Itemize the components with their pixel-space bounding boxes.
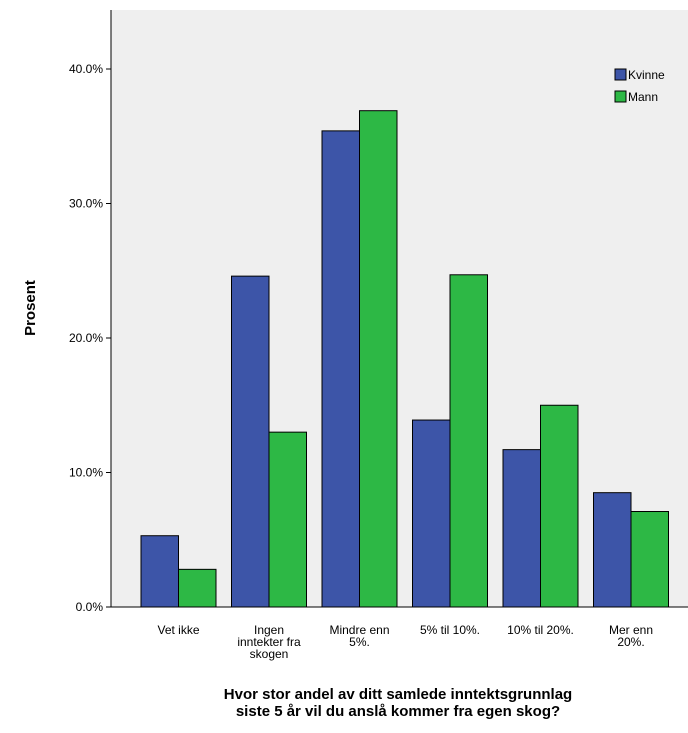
bar-kvinne-3	[412, 419, 451, 608]
x-categories-group: Vet ikke Ingen inntekter fra skogen Mindre e…	[157, 623, 653, 661]
x-category-label: 10% til 20%.	[507, 623, 574, 637]
legend-swatch-kvinne	[614, 68, 627, 81]
y-tick-label: 20.0%	[69, 331, 103, 345]
x-axis-label-line-1: Hvor stor andel av ditt samlede inntekts…	[224, 686, 572, 703]
bar-kvinne-2	[321, 130, 360, 608]
x-category-label: 5% til 10%.	[420, 623, 480, 637]
bar-kvinne-4	[502, 449, 541, 608]
x-category-label: Ingen inntekter fra skogen	[237, 623, 301, 661]
y-tick-label: 0.0%	[76, 600, 104, 614]
legend-swatch-mann	[614, 90, 627, 103]
y-tick-label: 30.0%	[69, 197, 103, 211]
legend: Kvinne Mann	[614, 68, 665, 104]
bar-kvinne-5	[593, 492, 632, 608]
x-axis-label-line-2: siste 5 år vil du anslå kommer fra egen …	[236, 703, 560, 720]
y-tick-label: 40.0%	[69, 62, 103, 76]
legend-label-kvinne: Kvinne	[628, 68, 665, 82]
plot-area	[111, 10, 688, 607]
bar-mann-3	[449, 274, 488, 608]
legend-label-mann: Mann	[628, 90, 658, 104]
bar-mann-1	[268, 431, 307, 608]
bar-kvinne-0	[140, 535, 179, 608]
bar-kvinne-1	[231, 275, 270, 608]
x-category-label: Mer enn 20%.	[609, 623, 653, 649]
bar-mann-2	[359, 110, 398, 608]
bars-group	[140, 110, 669, 608]
y-axis-label: Prosent	[22, 280, 39, 336]
bar-mann-5	[630, 511, 669, 608]
x-category-label: Mindre enn 5%.	[329, 623, 389, 649]
bar-mann-0	[178, 568, 217, 608]
y-ticks-group: 0.0% 10.0% 20.0% 30.0% 40.0%	[69, 62, 111, 614]
y-tick-label: 10.0%	[69, 466, 103, 480]
x-category-label: Vet ikke	[157, 623, 199, 637]
bar-mann-4	[540, 404, 579, 608]
